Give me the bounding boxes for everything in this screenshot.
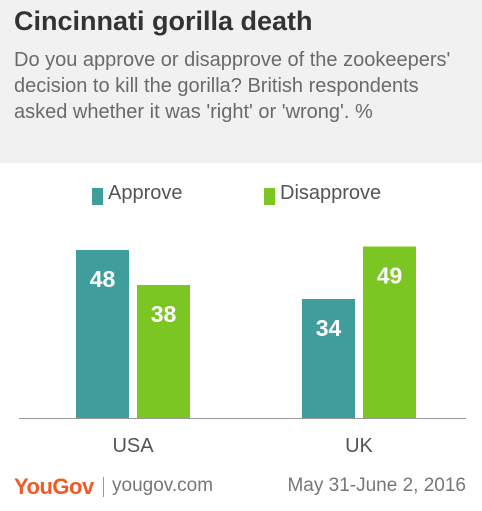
legend: Approve Disapprove bbox=[0, 181, 482, 211]
footer-site: yougov.com bbox=[112, 475, 214, 496]
footer-dates: May 31-June 2, 2016 bbox=[287, 475, 466, 496]
data-label-disapprove-uk: 49 bbox=[377, 263, 403, 289]
legend-label-approve: Approve bbox=[108, 182, 183, 204]
data-label-approve-usa: 48 bbox=[90, 266, 116, 292]
chart-header: Cincinnati gorilla death Do you approve … bbox=[0, 0, 482, 163]
bar-approve-uk bbox=[302, 299, 355, 418]
bar-approve-usa bbox=[76, 250, 129, 418]
footer: YouGov yougov.com May 31-June 2, 2016 bbox=[0, 470, 482, 510]
bar-disapprove-uk bbox=[363, 246, 416, 418]
x-tick-label-usa: USA bbox=[112, 435, 154, 457]
footer-separator bbox=[103, 477, 104, 497]
x-tick-label-uk: UK bbox=[345, 435, 373, 457]
bar-disapprove-usa bbox=[137, 285, 190, 418]
legend-label-disapprove: Disapprove bbox=[280, 182, 382, 204]
data-label-disapprove-usa: 38 bbox=[151, 301, 177, 327]
legend-swatch-disapprove bbox=[264, 188, 275, 205]
data-label-approve-uk: 34 bbox=[316, 315, 342, 341]
chart-title: Cincinnati gorilla death bbox=[14, 6, 313, 36]
legend-swatch-approve bbox=[92, 188, 103, 205]
bar-chart: 48 38 USA 34 49 UK bbox=[19, 246, 466, 457]
yougov-logo: YouGov bbox=[14, 474, 94, 499]
chart-subtitle: Do you approve or disapprove of the zook… bbox=[14, 49, 451, 123]
